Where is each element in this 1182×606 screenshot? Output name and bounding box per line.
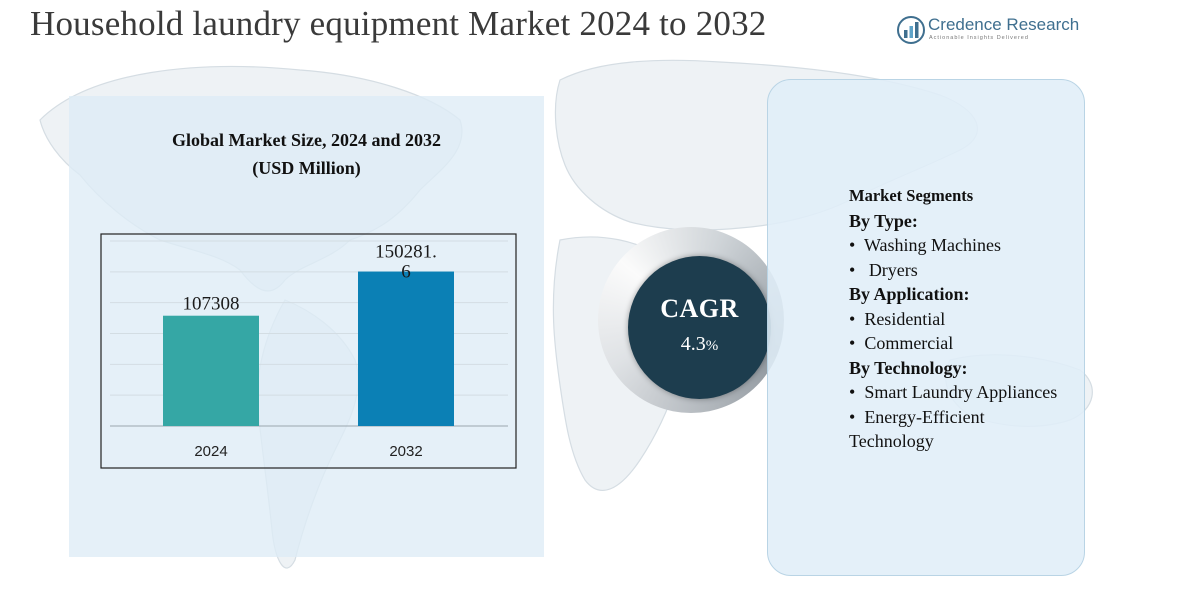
data-label-2024: 107308 — [183, 294, 240, 315]
bar-chart: 107308 2024 150281. 6 2032 — [100, 233, 517, 469]
segment-item: • Residential — [849, 308, 946, 329]
data-label-2032: 150281. 6 — [375, 242, 437, 283]
segment-group-heading: By Type: — [849, 210, 918, 231]
page-title: Household laundry equipment Market 2024 … — [30, 4, 767, 43]
chart-frame — [100, 233, 517, 469]
chart-title: Global Market Size, 2024 and 2032 — [172, 130, 441, 150]
segment-group-heading: By Application: — [849, 284, 970, 304]
segment-item: • Dryers — [849, 259, 918, 280]
segment-group-heading: By Technology: — [849, 357, 968, 378]
chart-title-block: Global Market Size, 2024 and 2032 (USD M… — [69, 126, 544, 182]
segment-item: • Smart Laundry Appliances — [849, 382, 1058, 402]
chart-bars — [163, 271, 454, 426]
logo-name: Credence Research — [928, 15, 1080, 34]
bar-2024 — [163, 315, 259, 426]
cagr-value: 4.3 — [680, 333, 706, 355]
segment-item-label: Residential — [864, 308, 946, 329]
chart-panel: Global Market Size, 2024 and 2032 (USD M… — [69, 96, 544, 557]
segment-item: • Commercial — [849, 333, 954, 353]
bar-2032 — [358, 271, 454, 426]
segment-item-label: Smart Laundry Appliances — [864, 382, 1058, 402]
cagr-label: CAGR — [660, 294, 739, 323]
segment-item-label: Dryers — [868, 259, 918, 280]
cagr-badge: CAGR 4.3% — [628, 256, 771, 399]
cagr-value-line: 4.3% — [628, 333, 771, 356]
segment-item: • Washing Machines — [849, 235, 1002, 255]
cagr-unit: % — [705, 338, 719, 354]
segments-panel — [767, 79, 1085, 576]
segment-item-label: Washing Machines — [863, 235, 1002, 255]
segment-item-label: Energy-Efficient Technology — [849, 406, 985, 452]
logo-tagline: Actionable Insights Delivered — [929, 35, 1029, 41]
chart-subtitle: (USD Million) — [252, 158, 361, 178]
segments-list: Market Segments By Type: • Washing Machi… — [849, 184, 1069, 454]
chart-labels: 107308 2024 150281. 6 2032 — [183, 242, 437, 460]
segment-item: • Energy-Efficient Technology — [849, 406, 985, 452]
bar-chart-logo-icon — [897, 16, 925, 44]
segment-item-label: Commercial — [864, 333, 954, 353]
segments-title: Market Segments — [849, 186, 974, 205]
x-tick-label-2024: 2024 — [194, 443, 227, 460]
x-tick-label-2032: 2032 — [389, 443, 422, 460]
